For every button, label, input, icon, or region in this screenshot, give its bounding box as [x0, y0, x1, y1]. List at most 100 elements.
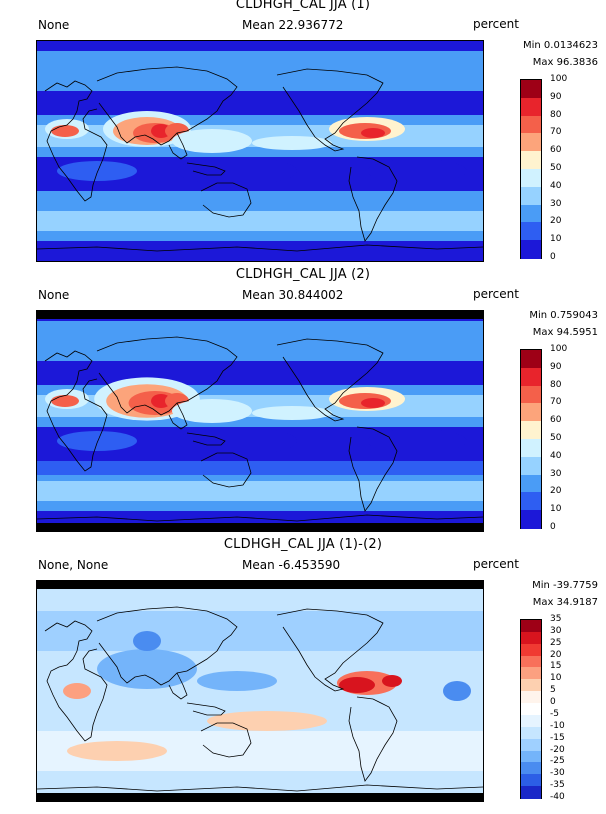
colorbar-tick-label: 25 [550, 637, 562, 648]
colorbar-tick-label: 15 [550, 661, 562, 672]
colorbar-tick-label: 60 [550, 415, 562, 426]
panel-title: CLDHGH_CAL JJA (1)-(2) [223, 537, 383, 552]
panel-3: CLDHGH_CAL JJA (1)-(2) None, None Mean -… [0, 537, 606, 810]
coastline [168, 402, 188, 430]
colorbar-tick-label: 80 [550, 109, 562, 120]
cloud-region [382, 675, 402, 687]
colorbar [520, 619, 542, 799]
no-data-strip [37, 523, 483, 531]
colorbar-tick-label: 40 [550, 180, 562, 191]
colorbar-segment [521, 350, 541, 369]
colorbar-segment [521, 703, 541, 716]
cloud-region [151, 394, 171, 408]
coastline [186, 432, 226, 446]
colorbar-segment [521, 474, 541, 493]
cloud-region [443, 681, 471, 701]
panel-1: CLDHGH_CAL JJA (1) None Mean 22.936772 p… [0, 0, 606, 270]
map-plot [36, 310, 484, 532]
colorbar-segment [521, 385, 541, 404]
cloud-region [361, 398, 385, 408]
max-label: Max 34.9187 [532, 597, 598, 608]
colorbar-segment [521, 421, 541, 440]
coastline [44, 620, 108, 742]
colorbar-segment [521, 631, 541, 645]
coastline [348, 426, 398, 512]
colorbar-tick-label: 10 [550, 673, 562, 684]
cloud-band [37, 481, 483, 501]
mean-label: Mean 30.844002 [242, 288, 344, 302]
case-label: None, None [38, 558, 109, 572]
map-svg [37, 311, 483, 531]
coastline [348, 696, 398, 782]
map-svg [37, 581, 483, 801]
case-label: None [38, 288, 70, 302]
colorbar-segment [521, 240, 541, 259]
colorbar-segment [521, 204, 541, 223]
colorbar-tick-label: 10 [550, 504, 562, 515]
min-label: Min -39.7759 [532, 580, 598, 591]
diff-band [37, 611, 483, 651]
cloud-band [37, 51, 483, 91]
colorbar-segment [521, 456, 541, 476]
colorbar-tick-label: 40 [550, 450, 562, 461]
colorbar-tick-label: -15 [550, 732, 565, 743]
coastline [276, 68, 384, 152]
colorbar-segment [521, 403, 541, 422]
mean-label: Mean -6.453590 [242, 558, 341, 572]
colorbar [520, 349, 542, 529]
colorbar-segment [521, 738, 541, 752]
colorbar-tick-label: 70 [550, 397, 562, 408]
colorbar-tick-label: -40 [550, 792, 565, 802]
colorbar-tick-label: 90 [550, 91, 562, 102]
colorbar-segment [521, 439, 541, 458]
coastline [200, 182, 252, 218]
colorbar-tick-label: 20 [550, 486, 562, 497]
colorbar-tick-label: 50 [550, 163, 562, 173]
colorbar-tick-label: 70 [550, 127, 562, 138]
cloud-band [37, 461, 483, 475]
cloud-region [51, 395, 79, 407]
colorbar-tick-label: -25 [550, 756, 565, 767]
colorbar-tick-label: 5 [550, 685, 556, 696]
map-plot [36, 580, 484, 802]
cloud-band [37, 321, 483, 361]
colorbar-tick-label: -20 [550, 744, 565, 755]
no-data-strip [37, 581, 483, 589]
colorbar-segment [521, 80, 541, 99]
colorbar-tick-label: 60 [550, 145, 562, 156]
min-label: Min 0.0134623 [523, 40, 598, 51]
max-label: Max 96.3836 [532, 57, 598, 68]
coastline [276, 608, 384, 692]
colorbar-segment [521, 510, 541, 529]
colorbar-tick-label: 10 [550, 234, 562, 245]
panel-title: CLDHGH_CAL JJA (2) [235, 267, 371, 282]
coastline [96, 66, 238, 146]
coastline [44, 350, 108, 472]
colorbar-tick-label: 50 [550, 433, 562, 443]
colorbar-tick-label: 100 [550, 74, 568, 84]
max-label: Max 94.5951 [532, 327, 598, 338]
colorbar-segment [521, 186, 541, 206]
cloud-region [252, 136, 332, 150]
colorbar-tick-label: -30 [550, 768, 565, 779]
cloud-region [51, 125, 79, 137]
colorbar-segment [521, 222, 541, 241]
coastline [37, 244, 483, 252]
colorbar-segment [521, 786, 541, 799]
colorbar-segment [521, 691, 541, 704]
no-data-strip [37, 311, 483, 319]
colorbar-segment [521, 169, 541, 188]
cloud-region [67, 741, 167, 761]
colorbar-segment [521, 367, 541, 387]
cloud-region [57, 431, 137, 451]
cloud-region [97, 649, 197, 689]
coastline [348, 156, 398, 242]
colorbar-tick-label: 30 [550, 625, 562, 636]
colorbar-segment [521, 726, 541, 740]
cloud-region [367, 159, 467, 183]
cloud-region [197, 671, 277, 691]
units-label: percent [473, 287, 519, 301]
colorbar-tick-label: 30 [550, 198, 562, 209]
no-data-strip [37, 793, 483, 801]
colorbar-segment [521, 774, 541, 787]
